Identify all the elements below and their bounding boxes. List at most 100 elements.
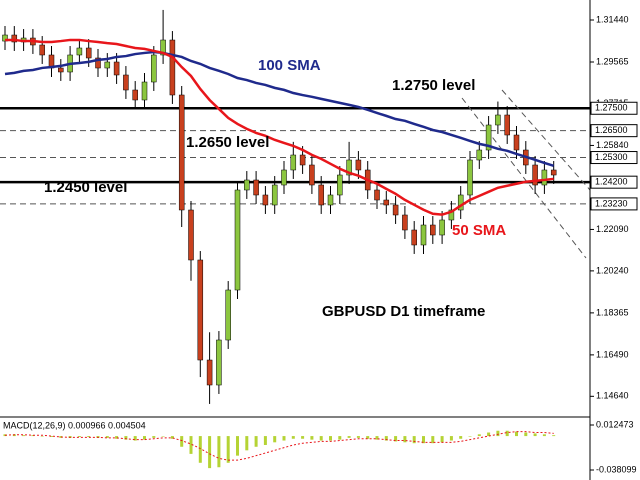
macd-bar <box>496 430 500 437</box>
y-tick-label: 1.18365 <box>596 307 629 317</box>
candle-body <box>532 164 538 186</box>
level-label: 1.23230 <box>595 198 628 208</box>
candle-body <box>113 61 120 76</box>
macd-bar <box>236 436 239 456</box>
annotation: 1.2750 level <box>392 77 475 94</box>
sma-line <box>5 38 554 216</box>
level-label: 1.25300 <box>595 152 628 162</box>
macd-bar <box>375 436 379 440</box>
macd-bar <box>440 436 444 443</box>
level-label: 1.26500 <box>595 125 628 135</box>
candle-body <box>485 124 492 151</box>
candle-body <box>448 209 455 221</box>
level-label: 1.27500 <box>595 103 628 113</box>
candle-body <box>346 159 352 176</box>
candle-body <box>95 57 101 69</box>
macd-bar <box>477 434 481 437</box>
macd-bar <box>59 436 63 438</box>
channel-line <box>501 89 591 191</box>
macd-layer <box>3 430 556 469</box>
macd-bar <box>143 436 146 440</box>
legend-label: 50 SMA <box>452 222 506 239</box>
macd-bar <box>40 436 44 437</box>
candle-body <box>225 289 231 341</box>
candle-body <box>244 179 250 191</box>
macd-tick-label: -0.038099 <box>596 464 637 474</box>
candle-body <box>430 224 436 236</box>
macd-bar <box>505 430 509 437</box>
macd-bar <box>524 432 528 437</box>
macd-bar <box>422 436 425 444</box>
macd-bar <box>301 436 305 439</box>
y-tick-label: 1.14640 <box>596 391 629 401</box>
candle-body <box>178 94 185 211</box>
candle-body <box>355 159 362 171</box>
macd-bar <box>533 433 537 437</box>
candle-body <box>420 224 427 246</box>
candle-body <box>169 39 176 96</box>
macd-bar <box>291 436 295 439</box>
candle-body <box>327 194 334 206</box>
macd-bar <box>384 436 388 441</box>
candle-body <box>234 189 241 291</box>
level-box <box>590 124 638 138</box>
candle-body <box>253 179 259 196</box>
macd-bar <box>338 436 342 440</box>
candle-body <box>281 169 287 186</box>
candle-body <box>160 39 166 56</box>
candle-body <box>337 174 343 196</box>
macd-bar <box>50 436 53 437</box>
candle-body <box>411 229 417 246</box>
level-box <box>590 101 638 115</box>
candle-body <box>309 164 315 186</box>
y-tick-label: 1.20240 <box>596 265 629 275</box>
macd-bar <box>198 436 202 463</box>
candle-body <box>123 74 129 91</box>
macd-bar <box>310 436 314 440</box>
macd-bar <box>366 436 370 439</box>
candle-body <box>141 81 148 101</box>
macd-bar <box>449 436 453 441</box>
macd-bar <box>468 436 472 437</box>
candle-body <box>476 149 483 161</box>
macd-bar <box>189 436 193 454</box>
candle-body <box>271 184 278 206</box>
candle-body <box>216 339 222 386</box>
macd-bar <box>170 436 174 439</box>
level-label: 1.24200 <box>595 177 628 187</box>
chart-title: GBPUSD D1 timeframe <box>322 303 485 320</box>
macd-bar <box>394 436 398 442</box>
macd-bar <box>124 436 128 440</box>
macd-bar <box>208 436 212 469</box>
macd-bar <box>487 432 491 437</box>
candle-body <box>457 194 464 211</box>
candle-body <box>439 219 445 236</box>
y-tick-label: 1.22090 <box>596 224 629 234</box>
macd-tick-label: 0.012473 <box>596 419 634 429</box>
macd-bar <box>22 435 26 437</box>
candle-body <box>392 204 399 216</box>
macd-bar <box>263 436 267 445</box>
macd-bar <box>31 435 35 437</box>
macd-bar <box>403 436 407 443</box>
macd-bar <box>161 436 165 437</box>
macd-bar <box>412 436 416 444</box>
candle-body <box>39 44 45 56</box>
candle-body <box>299 154 306 166</box>
macd-bar <box>515 431 518 437</box>
macd-bar <box>329 436 332 441</box>
sma-line <box>4 50 555 168</box>
macd-bar <box>356 436 360 438</box>
candle-body <box>132 89 138 101</box>
macd-bar <box>347 436 351 438</box>
candle-body <box>402 214 408 231</box>
macd-bar <box>115 436 119 439</box>
candle-body <box>188 209 194 261</box>
y-tick-label: 1.29565 <box>596 56 629 66</box>
candle-body <box>197 259 204 361</box>
macd-bar <box>217 436 221 468</box>
macd-bar <box>542 434 546 437</box>
macd-bar <box>180 436 184 447</box>
candle-body <box>206 359 213 386</box>
